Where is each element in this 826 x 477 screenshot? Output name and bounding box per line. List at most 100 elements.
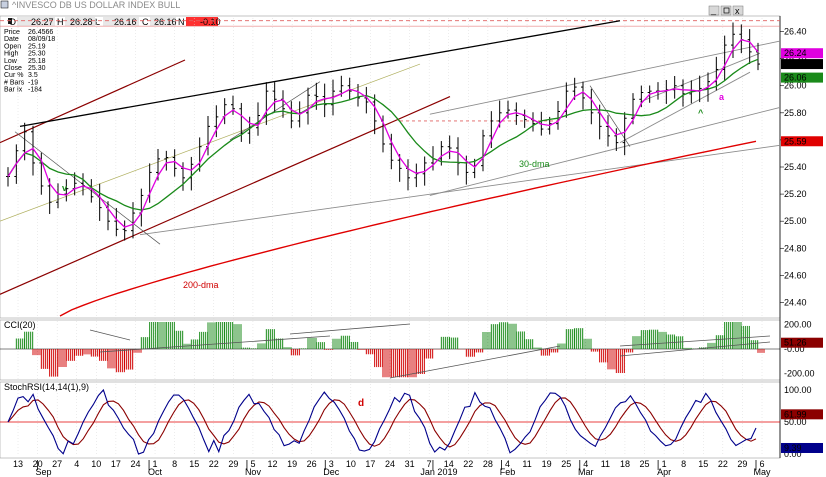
stoch-tick-label: 100.00 (784, 385, 812, 395)
price-bar (164, 150, 169, 171)
cci-indicator: 200.00 -0.00 -200.00 51.26 (0, 319, 823, 379)
price-bar (306, 87, 310, 125)
cci-trend-line (289, 323, 411, 335)
value-tag (781, 48, 823, 59)
info-value: -184 (28, 87, 42, 94)
low-value: 26.16 (114, 17, 137, 27)
day-tick-label: 3 (329, 459, 334, 469)
day-tick-label: 15 (698, 459, 708, 469)
close-value: 26.16 (154, 17, 177, 27)
price-bar (389, 133, 394, 170)
price-bar (581, 81, 585, 110)
info-value: 08/09/18 (28, 36, 55, 43)
window-controls: _ x (708, 5, 744, 16)
stoch-value-label: 61.99 (784, 409, 807, 419)
y-tick-label: 26.20 (784, 54, 807, 64)
price-bar (614, 128, 619, 151)
cci-trend-line (389, 345, 561, 379)
price-bar (172, 149, 177, 177)
day-tick-label: 8 (681, 459, 686, 469)
cci-trend-line (619, 335, 771, 347)
high-label: H (57, 17, 64, 27)
restore-button[interactable] (720, 5, 732, 16)
minimize-button[interactable] (708, 5, 720, 16)
day-tick-label: 1 (153, 459, 158, 469)
trend-line (589, 85, 631, 147)
price-bar (481, 129, 485, 172)
change-value: -0.10 (200, 17, 221, 27)
close-field (150, 17, 176, 26)
price-bar (256, 102, 260, 136)
cci-tick-label: -0.00 (784, 344, 805, 354)
close-label: C (142, 17, 149, 27)
low-label: L (95, 17, 100, 27)
restore-icon (723, 7, 730, 14)
trend-line (0, 59, 186, 144)
price-bar (397, 154, 402, 182)
symbol-name: ^INVESCO DB US DOLLAR INDEX BULL (12, 0, 180, 10)
info-value: 25.18 (28, 58, 46, 65)
price-bar (31, 125, 35, 176)
day-tick-label: 10 (91, 459, 101, 469)
close-icon: x (735, 6, 740, 16)
day-tick-label: 5 (250, 459, 255, 469)
price-bar (114, 207, 119, 237)
stoch-annotation: d (358, 398, 364, 409)
info-label: Bar Ix (4, 87, 23, 94)
month-label: Nov (245, 467, 262, 477)
trend-line (429, 40, 781, 115)
day-tick-label: 7 (427, 459, 432, 469)
y-tick-label: 26.40 (784, 27, 807, 37)
value-tag (781, 136, 823, 147)
y-tick-label: 25.40 (784, 162, 807, 172)
price-bar (447, 135, 452, 160)
price-bar (122, 220, 127, 241)
day-tick-label: 29 (228, 459, 238, 469)
cci-value-label: 51.26 (784, 338, 807, 348)
y-tick-label: 25.20 (784, 189, 807, 199)
price-annotation: v (62, 183, 67, 193)
day-tick-label: 4 (505, 459, 510, 469)
cci-trend-line (89, 329, 131, 341)
open-label: O (9, 17, 16, 27)
day-tick-label: 19 (542, 459, 552, 469)
ma-fast-line (7, 38, 759, 228)
price-bar (272, 82, 277, 112)
trend-line (19, 20, 621, 128)
value-tag-label: 26.16 (784, 59, 807, 69)
day-tick-label: 4 (74, 459, 79, 469)
moving-averages (7, 38, 759, 317)
chart-annotations: v ^ a d (62, 92, 725, 409)
day-tick-label: 18 (620, 459, 630, 469)
day-tick-label: 24 (385, 459, 395, 469)
cci-tick-label: 200.00 (784, 319, 812, 329)
day-tick-label: 19 (287, 459, 297, 469)
value-tag-label: 26.06 (784, 73, 807, 83)
day-tick-label: 22 (718, 459, 728, 469)
day-tick-label: 31 (405, 459, 415, 469)
close-button[interactable] (732, 5, 744, 16)
stoch-value-tag (781, 442, 823, 453)
minimize-icon: _ (710, 5, 717, 15)
info-value: 25.30 (28, 51, 46, 58)
month-label: Apr (657, 467, 671, 477)
price-bar (747, 29, 752, 65)
open-value: 26.27 (31, 17, 54, 27)
y-tick-label: 25.00 (784, 216, 807, 226)
day-tick-label: 26 (307, 459, 317, 469)
day-tick-label: 28 (483, 459, 493, 469)
ma-mid-label: 30-dma (519, 159, 550, 169)
price-bar (64, 179, 69, 202)
month-label: Dec (323, 467, 340, 477)
stoch-tick-label: 50.00 (784, 417, 807, 427)
cci-title: CCI(20) (4, 320, 36, 330)
y-tick-label: 24.80 (784, 243, 807, 253)
day-tick-label: 10 (346, 459, 356, 469)
high-field (65, 17, 95, 26)
info-label: Cur % (4, 72, 23, 79)
stochrsi-indicator: 100.00 50.00 0.00 61.99 9.39 (0, 385, 823, 459)
toolbar-menu-icon[interactable] (0, 0, 9, 9)
price-annotation: ^ (698, 108, 704, 118)
price-bar (231, 95, 235, 115)
day-tick-label: 22 (463, 459, 473, 469)
